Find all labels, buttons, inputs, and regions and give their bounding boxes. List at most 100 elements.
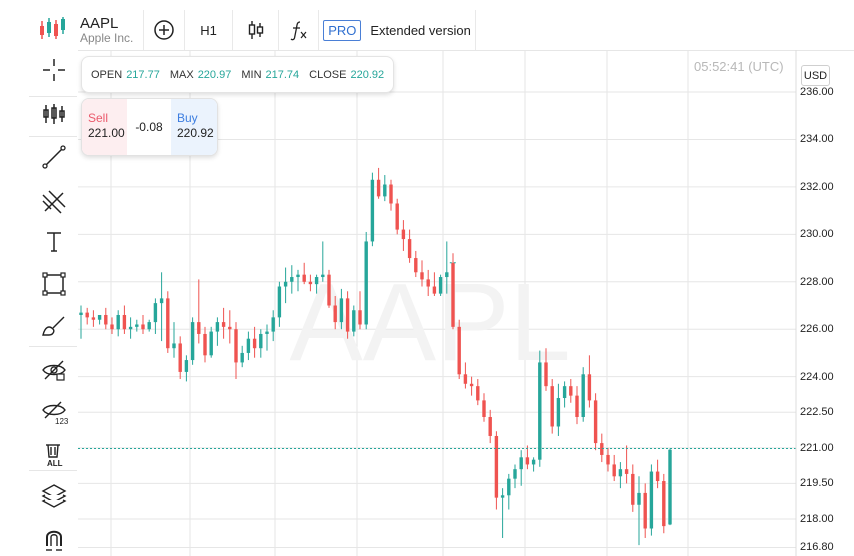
candle-body [370, 179, 375, 242]
candle-body [395, 203, 399, 230]
text-tool[interactable] [39, 227, 69, 257]
candle [668, 448, 672, 526]
symbol-ticker[interactable]: AAPL [80, 15, 119, 32]
currency-button[interactable]: USD [801, 65, 830, 86]
hide-drawings-tool[interactable] [39, 355, 69, 385]
indicators-fx-button[interactable] [279, 10, 319, 50]
candle [544, 348, 548, 391]
candle [432, 272, 437, 297]
hide-drawings-icon [42, 360, 66, 381]
price-axis-tick-label: 230.00 [800, 228, 838, 241]
candle-body [438, 277, 443, 294]
remove-all-tool[interactable]: ALL [39, 439, 69, 469]
candle-body [420, 272, 424, 280]
candle-body [531, 459, 536, 465]
drawing-toolbar: 123 ALL [0, 50, 78, 556]
sell-button[interactable]: Sell 221.00 [82, 99, 127, 155]
candle-body [147, 322, 151, 330]
close-label: CLOSE [309, 68, 347, 81]
candle [364, 231, 368, 330]
candle-body [581, 374, 585, 417]
candle [228, 310, 232, 344]
candle [525, 445, 530, 470]
candle [221, 307, 226, 339]
candle [172, 322, 176, 358]
candle-body [668, 449, 672, 525]
candle [556, 383, 561, 436]
candle-body [662, 481, 666, 527]
candle [296, 269, 300, 292]
candle-body [426, 279, 430, 287]
candle [339, 288, 344, 330]
candle-body [482, 400, 486, 417]
candle-body [302, 274, 306, 282]
candle-body [290, 277, 294, 282]
candle [624, 445, 629, 484]
candle [79, 305, 83, 339]
layers-icon [41, 484, 67, 508]
candle [290, 265, 294, 294]
candle-body [122, 314, 127, 330]
pitchfork-tool[interactable] [39, 187, 69, 217]
candle-body [476, 386, 480, 401]
chart-type-button[interactable] [233, 10, 279, 50]
trend-line-icon [42, 145, 66, 169]
extended-version-button[interactable]: PRO Extended version [319, 10, 476, 50]
candle [407, 229, 412, 263]
buy-price: 220.92 [177, 126, 214, 140]
text-tool-icon [47, 232, 61, 252]
candle [277, 281, 282, 327]
candle [507, 473, 511, 510]
rectangle-tool[interactable] [39, 269, 69, 299]
hide-123-tool[interactable]: 123 [39, 397, 69, 427]
candle [265, 324, 269, 351]
candle [643, 483, 647, 538]
candle [420, 260, 424, 287]
candle-body [593, 400, 598, 444]
add-symbol-button[interactable] [143, 10, 185, 50]
candle [488, 409, 492, 444]
candle [283, 267, 288, 304]
candle [600, 433, 604, 463]
candle-body [507, 478, 511, 496]
magnet-icon [46, 530, 62, 551]
indicators-tool[interactable] [39, 99, 69, 129]
candle-body [215, 322, 220, 332]
candle [327, 269, 331, 308]
candle-body [463, 374, 468, 384]
candle-body [153, 303, 158, 323]
price-chart[interactable]: AAPL [78, 50, 854, 556]
candle [383, 175, 387, 202]
trend-line-tool[interactable] [39, 142, 69, 172]
candle [352, 305, 356, 337]
candle-body [606, 454, 610, 465]
candle [581, 367, 585, 422]
candle-body [376, 179, 381, 197]
layers-tool[interactable] [39, 480, 69, 510]
candle [445, 241, 449, 294]
candle-body [283, 281, 288, 287]
candle [538, 350, 542, 467]
close-value: 220.92 [350, 68, 385, 81]
hide-123-icon: 123 [42, 401, 69, 426]
svg-text:123: 123 [55, 417, 69, 426]
timeframe-selector[interactable]: H1 [185, 10, 233, 50]
candle [662, 473, 666, 534]
candle [457, 319, 461, 380]
candle [414, 250, 418, 278]
candle-body [166, 298, 170, 349]
price-axis-tick-label: 218.00 [800, 513, 838, 525]
brush-tool[interactable] [39, 311, 69, 341]
magnet-tool[interactable] [39, 524, 69, 554]
candle-body [141, 324, 145, 330]
buy-button[interactable]: Buy 220.92 [171, 99, 217, 155]
price-axis-tick-label: 221.00 [800, 441, 838, 454]
price-axis-tick-label: 222.50 [800, 406, 838, 419]
candle-body [190, 322, 195, 361]
crosshair-tool[interactable] [39, 55, 69, 85]
candle-body [308, 281, 313, 285]
price-axis-tick-label: 236.00 [800, 86, 838, 98]
candle [110, 317, 114, 334]
candle [612, 454, 616, 482]
candlestick-chart[interactable]: AAPL [78, 50, 854, 556]
